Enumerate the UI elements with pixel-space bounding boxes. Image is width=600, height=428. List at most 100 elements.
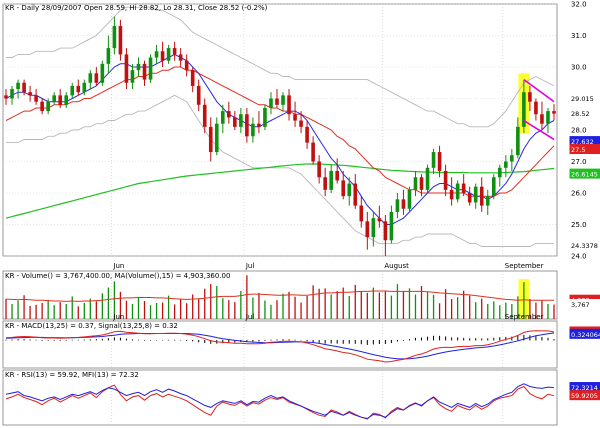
candle-body-4 (28, 92, 32, 96)
candle-body-90 (546, 111, 550, 124)
candle-body-40 (245, 114, 249, 137)
candle-body-19 (118, 26, 123, 55)
candle-body-63 (383, 221, 388, 241)
candle-body-2 (16, 82, 20, 90)
candle-body-44 (269, 98, 273, 108)
candle-body-31 (190, 70, 195, 86)
candle-body-61 (371, 218, 376, 238)
candle-body-50 (305, 126, 309, 143)
candle-body-87 (528, 92, 532, 102)
candle-body-28 (172, 48, 177, 55)
price-month-label-0: Jun (112, 262, 124, 270)
candle-body-9 (58, 95, 63, 105)
candle-body-29 (178, 54, 183, 61)
volume-value-label-1: 3,767 (571, 301, 590, 309)
price-value-tag-3 (569, 144, 600, 155)
candle-body-6 (40, 101, 44, 112)
candle-body-30 (184, 60, 189, 71)
sma-long-line (5, 163, 555, 219)
candle-body-77 (467, 193, 472, 203)
candle-body-85 (516, 126, 520, 156)
macd-value-label-1: 0.324064 (571, 331, 600, 339)
candle-body-80 (485, 196, 490, 206)
volume-month-label-0: Jun (112, 313, 124, 321)
candle-body-53 (323, 177, 327, 190)
volume-month-label-3: September (505, 313, 544, 321)
candle-body-64 (389, 211, 394, 241)
candle-body-54 (329, 170, 333, 190)
candle-body-65 (395, 199, 400, 212)
candle-body-55 (335, 170, 340, 181)
rsi-value-tag-1 (569, 390, 600, 401)
candle-body-76 (461, 183, 466, 193)
candle-body-56 (341, 180, 346, 197)
price-tick-label-4: 28.0 (571, 127, 587, 135)
candle-body-49 (299, 120, 303, 127)
candle-body-26 (160, 51, 165, 61)
candle-body-1 (10, 89, 14, 99)
candle-body-23 (142, 63, 147, 80)
candle-body-68 (413, 177, 418, 190)
price-value-label-5: 24.3378 (571, 242, 598, 250)
candle-body-10 (64, 95, 69, 105)
candle-body-38 (233, 117, 237, 127)
candle-body-15 (94, 73, 99, 83)
price-value-tag-0 (569, 93, 600, 103)
candle-body-52 (317, 161, 321, 178)
candle-body-39 (239, 114, 243, 127)
candle-body-46 (281, 95, 285, 105)
candle-body-74 (449, 189, 454, 200)
price-value-label-3: 27.5 (571, 146, 585, 154)
candle-body-41 (251, 123, 255, 137)
candle-body-13 (82, 82, 87, 93)
candle-body-27 (166, 48, 171, 61)
volume-panel-title: KR - Volume() = 3,767,400.00, MA(Volume(… (5, 272, 230, 280)
candle-body-7 (46, 101, 50, 112)
rsi-panel-title: KR - RSI(13) = 59.92, MFI(13) = 72.32 (5, 371, 139, 379)
rsi-line (5, 384, 555, 420)
candle-body-45 (275, 98, 279, 105)
channel-upper-line (523, 78, 555, 103)
price-tick-label-6: 30.0 (571, 64, 587, 72)
candle-body-3 (22, 82, 26, 93)
price-value-label-0: 29.015 (571, 95, 594, 103)
bollinger-lower-line (6, 94, 554, 247)
candle-body-22 (136, 63, 141, 71)
candle-body-91 (552, 111, 556, 114)
price-value-tag-1 (569, 108, 600, 119)
candle-body-0 (4, 95, 8, 99)
candle-body-69 (419, 177, 424, 190)
price-value-label-2: 27.632 (571, 138, 594, 146)
price-month-label-2: August (384, 262, 409, 270)
candle-body-57 (347, 183, 352, 197)
price-value-tag-5 (569, 239, 600, 250)
bollinger-upper-line (6, 6, 555, 128)
candle-body-8 (52, 95, 56, 102)
candle-body-16 (100, 63, 105, 83)
candle-body-72 (437, 152, 442, 171)
channel-lower-line (523, 119, 555, 141)
candle-body-73 (443, 170, 448, 190)
volume-ma-line (5, 290, 554, 302)
candle-body-37 (227, 111, 231, 118)
candle-body-35 (214, 123, 219, 153)
mfi-line (5, 383, 555, 420)
price-tick-label-3: 27.0 (571, 158, 587, 166)
price-tick-label-0: 24.0 (571, 253, 587, 261)
candle-body-34 (208, 126, 213, 153)
price-tick-label-2: 26.0 (571, 190, 587, 198)
candle-body-42 (257, 123, 261, 127)
volume-value-tag-1 (569, 299, 600, 310)
candle-body-71 (431, 152, 436, 168)
price-value-label-4: 26.6145 (571, 171, 598, 179)
candle-body-83 (504, 161, 508, 168)
price-tick-label-7: 31.0 (571, 32, 587, 40)
candle-body-24 (148, 57, 153, 80)
candle-body-81 (491, 177, 496, 197)
candle-body-5 (34, 95, 38, 102)
candle-body-20 (124, 54, 129, 83)
candle-body-48 (293, 114, 297, 121)
macd-panel-frame (2, 320, 558, 369)
candle-body-36 (220, 111, 225, 124)
